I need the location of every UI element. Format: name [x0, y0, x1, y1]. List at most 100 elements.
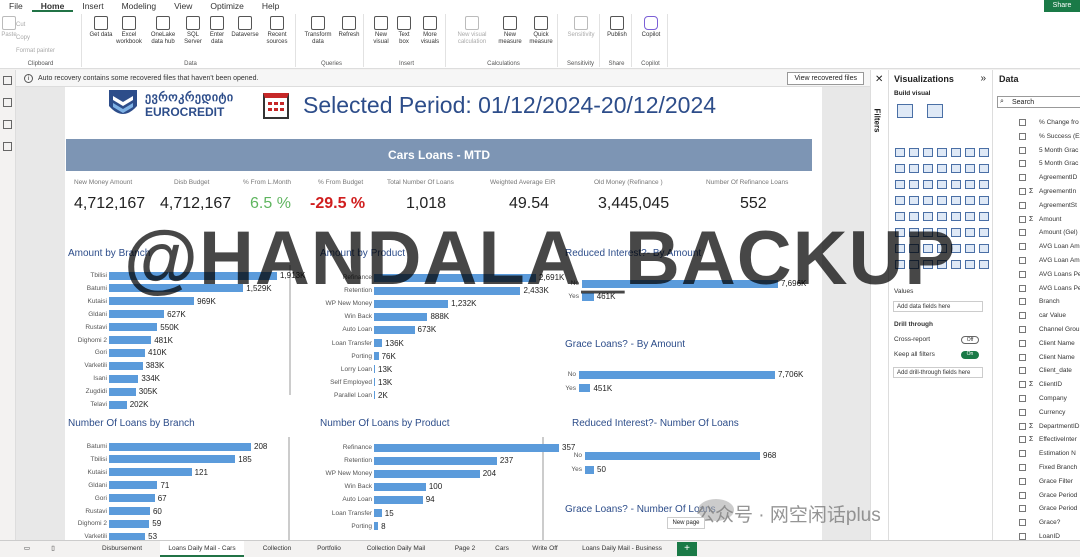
menu-help[interactable]: Help — [261, 1, 280, 11]
field-item[interactable]: Σ EffectiveInter — [993, 433, 1080, 446]
bar[interactable] — [374, 509, 382, 517]
visual-type-icon[interactable] — [965, 164, 975, 173]
visual-type-icon[interactable] — [923, 180, 933, 189]
tab-collection-daily-mail[interactable]: Collection Daily Mail — [366, 545, 426, 552]
visual-type-icon[interactable] — [895, 244, 905, 253]
visual-type-icon[interactable] — [951, 196, 961, 205]
bar[interactable] — [109, 507, 150, 515]
new-visual-button[interactable]: New visual — [370, 16, 392, 46]
menu-file[interactable]: File — [9, 1, 23, 11]
recent-sources-button[interactable]: Recent sources — [262, 16, 292, 46]
menu-modeling[interactable]: Modeling — [121, 1, 157, 11]
field-checkbox[interactable] — [1019, 408, 1026, 416]
field-item[interactable]: Channel Grou — [993, 323, 1080, 336]
bar[interactable] — [109, 336, 152, 344]
field-checkbox[interactable] — [1019, 367, 1026, 375]
bar[interactable] — [579, 384, 591, 392]
desktop-icon[interactable]: ▭ — [23, 545, 31, 552]
field-checkbox[interactable] — [1019, 491, 1026, 499]
visual-type-icon[interactable] — [895, 260, 905, 269]
field-item[interactable]: AVG Loans Pe — [993, 282, 1080, 295]
bar[interactable] — [374, 469, 480, 478]
visual-type-icon[interactable] — [937, 260, 947, 269]
field-item[interactable]: Client Name — [993, 351, 1080, 364]
visual-type-icon[interactable] — [951, 244, 961, 253]
visual-type-icon[interactable] — [909, 196, 919, 205]
field-checkbox[interactable] — [1019, 395, 1026, 402]
dataverse-button[interactable]: Dataverse — [230, 16, 260, 39]
bar[interactable] — [374, 495, 423, 504]
bar[interactable] — [582, 279, 778, 288]
tab-write-off[interactable]: Write Off — [532, 545, 558, 552]
field-checkbox[interactable] — [1019, 270, 1026, 278]
field-item[interactable]: Amount (Gel) — [993, 226, 1080, 239]
visual-type-icon[interactable] — [909, 148, 919, 157]
visual-type-icon[interactable] — [979, 212, 989, 221]
field-item[interactable]: Client_date — [993, 364, 1080, 377]
field-checkbox[interactable] — [1019, 533, 1026, 540]
field-item[interactable]: AgreementID — [993, 171, 1080, 184]
field-item[interactable]: % Success (Ex — [993, 130, 1080, 143]
visual-type-icon[interactable] — [923, 148, 933, 157]
menu-home[interactable]: Home — [31, 0, 74, 12]
field-checkbox[interactable] — [1019, 174, 1026, 182]
menu-insert[interactable]: Insert — [82, 1, 104, 11]
table-view-icon[interactable] — [3, 98, 12, 107]
bar[interactable] — [109, 374, 139, 383]
field-checkbox[interactable] — [1019, 450, 1026, 458]
visual-type-icon[interactable] — [895, 148, 905, 157]
field-checkbox[interactable] — [1019, 188, 1026, 195]
field-item[interactable]: % Change fro — [993, 116, 1080, 129]
field-checkbox[interactable] — [1019, 119, 1026, 126]
bar[interactable] — [374, 325, 415, 334]
bar[interactable] — [579, 370, 775, 379]
visual-type-icon[interactable] — [937, 196, 947, 205]
model-view-icon[interactable] — [3, 120, 12, 129]
field-item[interactable]: car Value — [993, 309, 1080, 322]
visual-type-icon[interactable] — [909, 164, 919, 173]
values-drop-zone[interactable]: Add data fields here — [893, 301, 983, 312]
bar[interactable] — [374, 299, 449, 308]
visual-type-icon[interactable] — [895, 164, 905, 173]
bar[interactable] — [374, 443, 559, 452]
visual-type-icon[interactable] — [937, 180, 947, 189]
bar[interactable] — [109, 455, 236, 464]
visual-type-icon[interactable] — [979, 148, 989, 157]
visual-type-icon[interactable] — [923, 228, 933, 237]
table-visual-icon[interactable] — [897, 104, 913, 118]
chart-scrollbar[interactable] — [542, 437, 544, 540]
visual-type-icon[interactable] — [937, 244, 947, 253]
visual-type-icon[interactable] — [979, 180, 989, 189]
bar[interactable] — [109, 442, 251, 451]
bar[interactable] — [109, 348, 145, 357]
bar[interactable] — [109, 284, 244, 293]
onelake-button[interactable]: OneLake data hub — [146, 16, 180, 46]
visual-type-icon[interactable] — [909, 180, 919, 189]
excel-workbook-button[interactable]: Excel workbook — [116, 16, 142, 46]
field-checkbox[interactable] — [1019, 505, 1026, 513]
field-checkbox[interactable] — [1019, 422, 1026, 430]
field-item[interactable]: Grace Filter — [993, 475, 1080, 488]
visual-type-icon[interactable] — [965, 228, 975, 237]
field-item[interactable]: Fixed Branch — [993, 461, 1080, 474]
visual-type-icon[interactable] — [951, 164, 961, 173]
format-visual-icon[interactable] — [927, 104, 943, 118]
field-checkbox[interactable] — [1019, 436, 1026, 444]
bar[interactable] — [585, 451, 760, 460]
visual-type-icon[interactable] — [923, 196, 933, 205]
bar[interactable] — [374, 365, 375, 374]
field-checkbox[interactable] — [1019, 160, 1026, 168]
field-item[interactable]: Σ Amount — [993, 213, 1080, 226]
transform-data-button[interactable]: Transform data — [302, 16, 334, 46]
menu-optimize[interactable]: Optimize — [210, 1, 244, 11]
bar[interactable] — [109, 271, 277, 280]
field-checkbox[interactable] — [1019, 326, 1026, 333]
visual-type-icon[interactable] — [979, 196, 989, 205]
field-item[interactable]: AVG Loan Am — [993, 254, 1080, 267]
more-visuals-button[interactable]: More visuals — [416, 16, 444, 46]
tab-loans-daily-mail-cars[interactable]: Loans Daily Mail - Cars — [160, 541, 244, 557]
visual-type-icon[interactable] — [937, 228, 947, 237]
bar[interactable] — [109, 361, 143, 370]
field-item[interactable]: 5 Month Grac — [993, 157, 1080, 170]
visual-type-icon[interactable] — [895, 180, 905, 189]
